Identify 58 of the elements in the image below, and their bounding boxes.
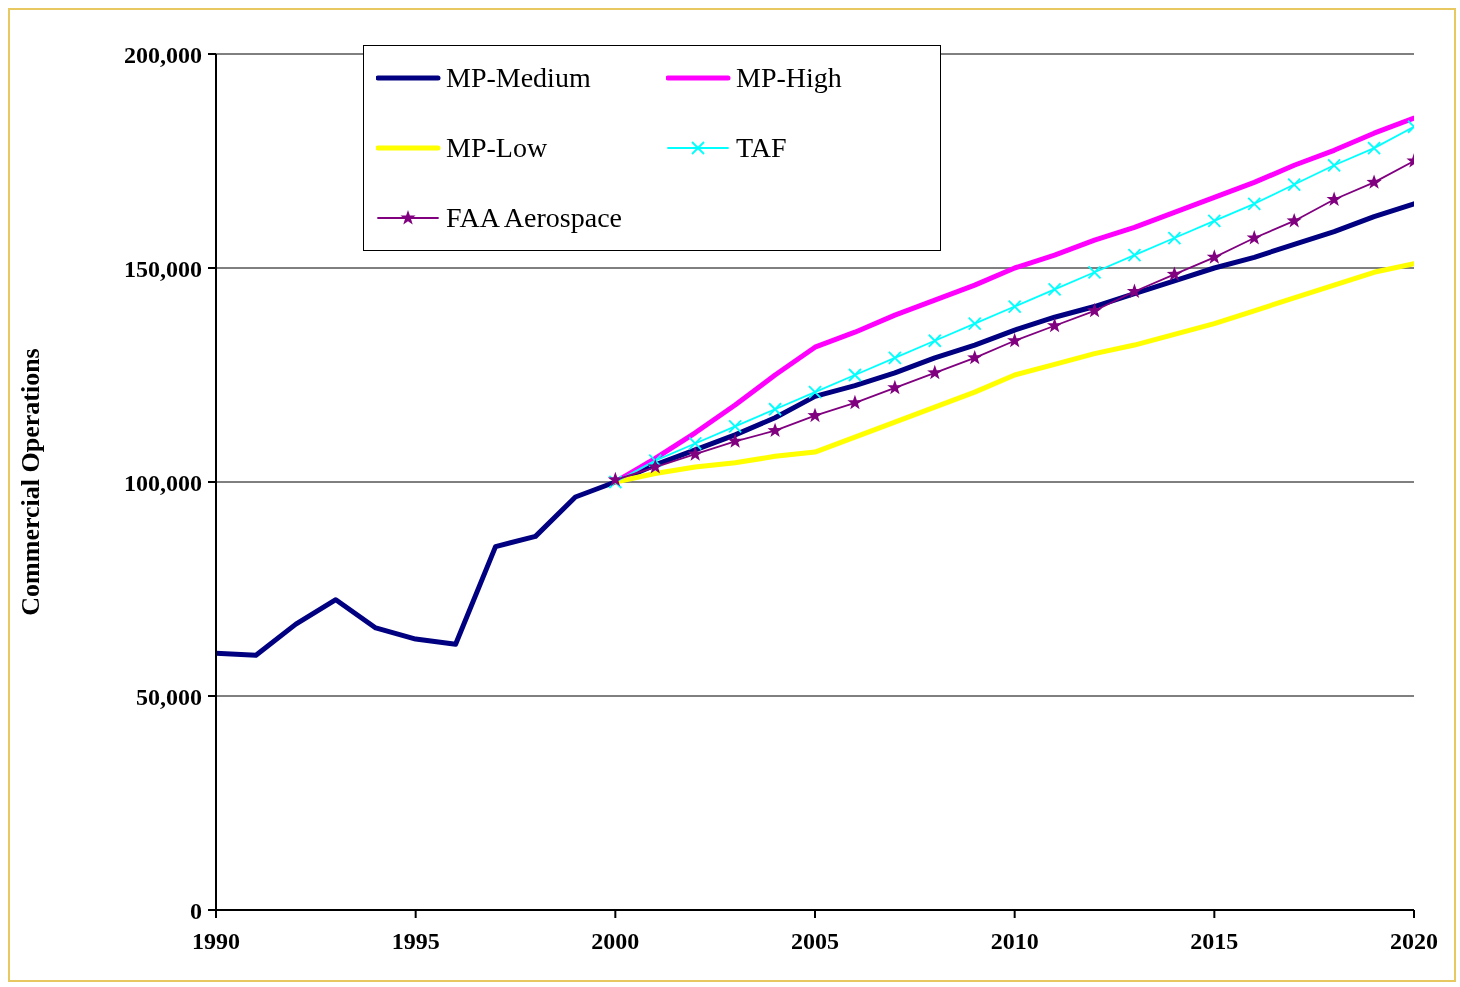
point xyxy=(608,475,623,489)
point xyxy=(1166,266,1183,281)
y-tick-label: 100,000 xyxy=(124,469,202,496)
y-axis-title: Commercial Operations xyxy=(16,348,46,616)
point xyxy=(808,385,822,400)
point xyxy=(1286,212,1302,228)
point xyxy=(1327,158,1342,173)
legend-label: MP-Low xyxy=(446,132,548,164)
point xyxy=(1047,282,1062,297)
x-tick-label: 1995 xyxy=(391,928,440,955)
point xyxy=(768,402,782,417)
point xyxy=(648,453,663,468)
point xyxy=(1127,248,1142,263)
point xyxy=(647,459,663,474)
point xyxy=(887,350,902,365)
x-tick-label: 2015 xyxy=(1190,928,1239,955)
legend-label: FAA Aerospace xyxy=(446,202,622,234)
legend-label: TAF xyxy=(736,132,787,164)
point xyxy=(688,436,703,451)
x-tick-label: 2010 xyxy=(990,928,1039,955)
point xyxy=(848,368,862,382)
x-tick-label: 2005 xyxy=(791,928,839,955)
point xyxy=(767,422,783,438)
point xyxy=(727,433,743,448)
x-tick-label: 2000 xyxy=(591,928,640,955)
point xyxy=(1287,177,1302,192)
point xyxy=(1367,141,1381,156)
point xyxy=(1247,196,1262,211)
point xyxy=(1326,191,1342,206)
point xyxy=(887,379,903,395)
point xyxy=(967,316,982,331)
y-tick-label: 50,000 xyxy=(136,683,202,710)
point xyxy=(927,333,942,348)
point xyxy=(607,471,623,487)
point xyxy=(1366,174,1382,189)
point xyxy=(1007,332,1023,348)
point xyxy=(1046,317,1063,333)
x-tick-label: 2020 xyxy=(1390,928,1438,955)
point xyxy=(1126,283,1143,299)
point xyxy=(927,364,943,380)
x-tick-label: 1990 xyxy=(192,928,240,955)
point xyxy=(847,394,863,410)
point xyxy=(1087,265,1102,280)
point xyxy=(728,419,743,434)
point xyxy=(1207,214,1222,228)
point xyxy=(687,446,703,461)
point xyxy=(967,349,983,365)
point xyxy=(1246,230,1262,245)
legend-label: MP-High xyxy=(736,62,842,94)
y-tick-label: 150,000 xyxy=(124,255,202,282)
point xyxy=(807,407,823,423)
y-tick-label: 200,000 xyxy=(124,41,202,68)
y-tick-label: 0 xyxy=(190,897,202,924)
point xyxy=(1086,302,1103,318)
point xyxy=(1007,299,1022,314)
point xyxy=(1206,249,1222,264)
legend-label: MP-Medium xyxy=(446,62,591,94)
point xyxy=(1167,231,1182,245)
